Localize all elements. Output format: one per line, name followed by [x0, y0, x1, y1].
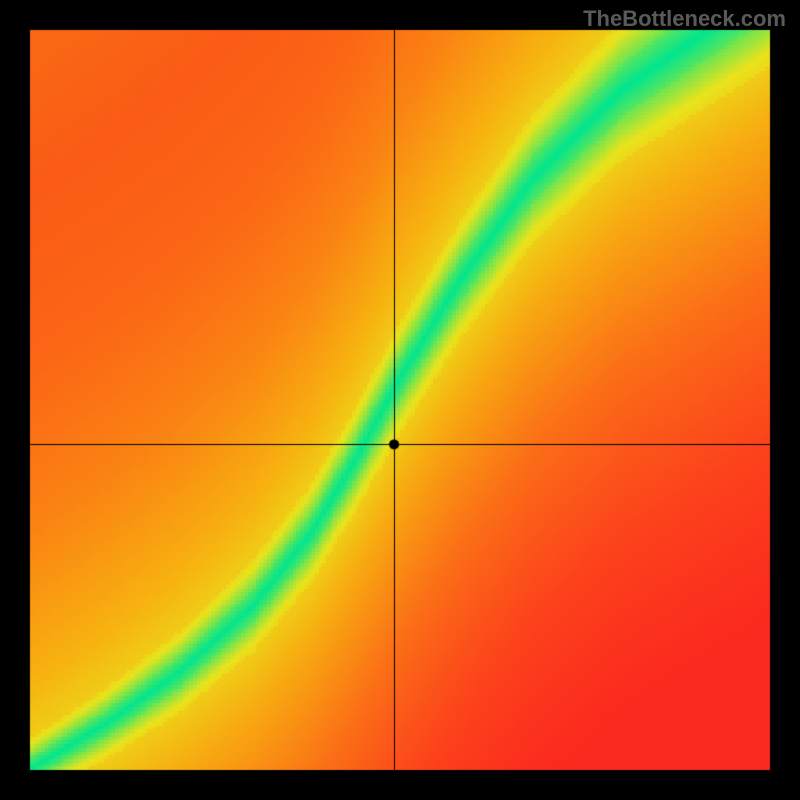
crosshair-overlay — [0, 0, 800, 800]
chart-container: TheBottleneck.com — [0, 0, 800, 800]
watermark-text: TheBottleneck.com — [583, 6, 786, 32]
